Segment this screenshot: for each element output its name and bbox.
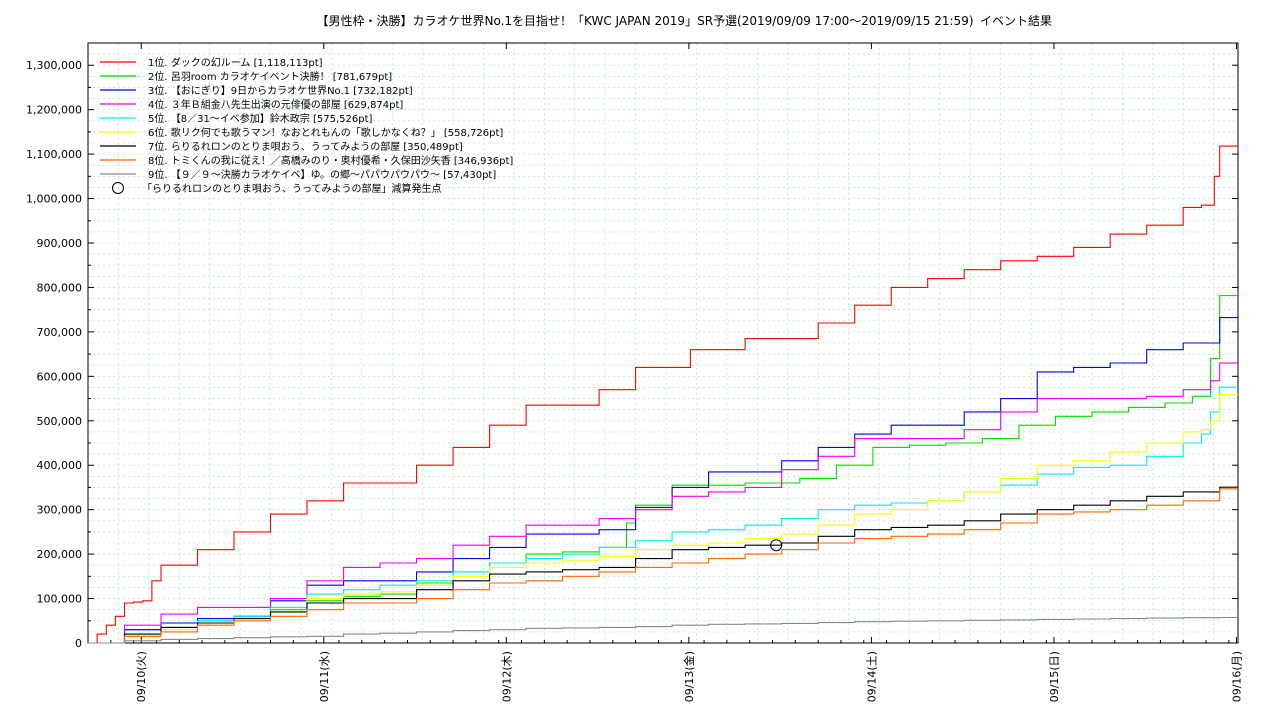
y-tick-label: 500,000 — [37, 415, 83, 428]
plot-frame — [87, 42, 1239, 644]
x-tick-label: 09/13(金) — [682, 651, 696, 702]
legend-label-6: 6位. 歌リク何でも歌うマン！なおとれもんの「歌しかなくね？」 [558,726… — [148, 126, 503, 139]
y-tick-label: 800,000 — [37, 281, 83, 294]
annotation-marker-1 — [770, 539, 783, 552]
legend-label-8: 8位. トミくんの我に従え！／高橋みのり・奥村優希・久保田沙矢香 [346,93… — [148, 154, 513, 167]
x-tick-label: 09/15(日) — [1048, 651, 1061, 702]
y-tick-label: 1,200,000 — [26, 104, 82, 117]
legend-label-5: 5位. 【8／31〜イベ参加】鈴木政宗 [575,526pt] — [148, 112, 373, 125]
series-line-3 — [88, 317, 1238, 644]
y-tick-label: 0 — [75, 637, 82, 650]
series-line-1 — [88, 145, 1238, 644]
y-axis: 0 100,000 200,000 300,000 400,000 500,000 600,… — [26, 59, 1238, 650]
y-tick-label: 900,000 — [37, 237, 83, 250]
x-tick-label: 09/12(木) — [500, 651, 513, 702]
legend-label-3: 3位. 【おにぎり】9日からカラオケ世界No.1 [732,182pt] — [148, 84, 413, 97]
y-tick-label: 100,000 — [37, 593, 83, 606]
y-tick-label: 1,100,000 — [26, 148, 82, 161]
series-line-2 — [88, 295, 1238, 644]
x-axis: 09/10(火) 09/11(水) 09/12(木) 09/13(金) 09/14(土)… — [87, 43, 1243, 702]
legend-label-4: 4位. ３年Ｂ組金八先生出演の元俳優の部屋 [629,874pt] — [148, 98, 403, 111]
legend: 1位. ダックの幻ルーム [1,118,113pt]2位. 呂羽room カラオ… — [100, 56, 513, 195]
legend-label-9: 9位. 【９／９〜決勝カラオケイベ】ゆ。の郷〜パパウパウパウ〜 [57,430p… — [148, 168, 496, 181]
y-tick-label: 300,000 — [37, 504, 83, 517]
x-tick-label: 09/11(水) — [318, 651, 331, 702]
x-tick-label: 09/16(月) — [1230, 651, 1243, 702]
legend-label-1: 1位. ダックの幻ルーム [1,118,113pt] — [148, 56, 323, 69]
y-tick-label: 600,000 — [37, 370, 83, 383]
x-tick-label: 09/14(土) — [865, 651, 878, 702]
x-tick-label: 09/10(火) — [135, 651, 148, 702]
series-line-9 — [88, 616, 1238, 644]
series-line-5 — [88, 386, 1238, 644]
y-tick-label: 1,300,000 — [26, 59, 82, 72]
series-line-7 — [88, 486, 1238, 644]
series-line-4 — [88, 362, 1238, 644]
series-group — [88, 145, 1238, 644]
series-line-8 — [88, 488, 1238, 644]
y-tick-label: 200,000 — [37, 548, 83, 561]
y-tick-label: 700,000 — [37, 326, 83, 339]
legend-annotation-label: 「らりるれロンのとりま唄おう、うってみようの部屋」減算発生点 — [142, 182, 442, 195]
y-tick-label: 1,000,000 — [26, 193, 82, 206]
chart-title: 【男性枠・決勝】カラオケ世界No.1を目指せ！「KWC JAPAN 2019」S… — [316, 13, 973, 28]
chart-subtitle: イベント結果 — [980, 14, 1052, 28]
legend-label-2: 2位. 呂羽room カラオケイベント決勝！ [781,679pt] — [148, 70, 392, 83]
grid — [87, 42, 1238, 644]
annotation-group — [770, 539, 783, 552]
legend-label-7: 7位. らりるれロンのとりま唄おう、うってみようの部屋 [350,489pt] — [148, 140, 463, 153]
y-tick-label: 400,000 — [37, 459, 83, 472]
legend-annotation-marker — [112, 182, 124, 194]
